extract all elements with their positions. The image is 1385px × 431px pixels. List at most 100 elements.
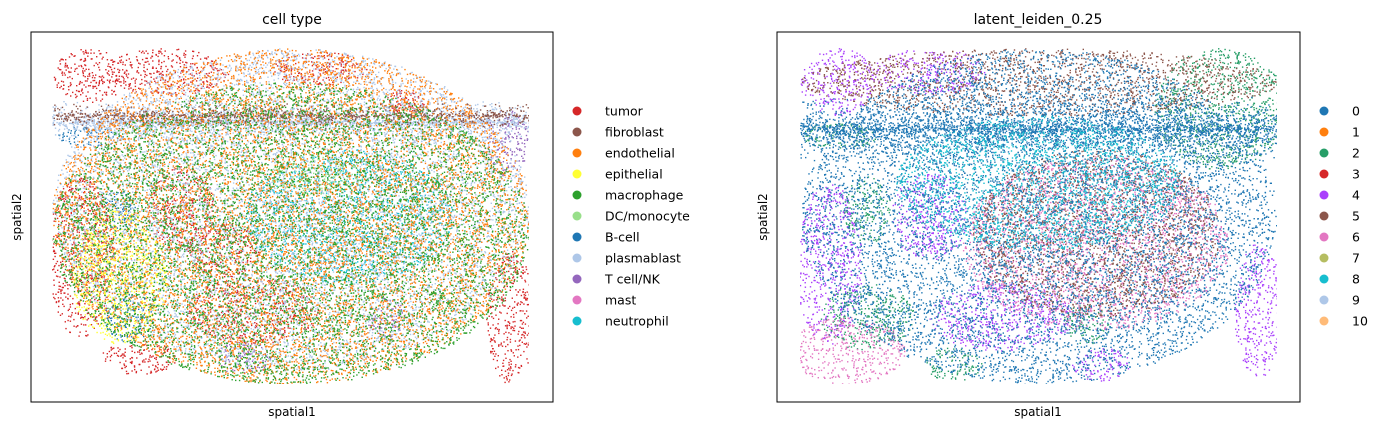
point-tumor [161,53,162,54]
point-tumor [203,200,204,201]
point-tumor [119,76,120,77]
point-tumor [176,188,177,189]
point-tumor [70,72,71,73]
point-tumor [183,78,184,79]
point-tumor [101,79,102,80]
point-tumor [192,58,193,59]
point-tumor [94,86,95,87]
point-tumor [65,224,66,225]
point-tumor [133,78,134,79]
point-tumor [69,259,70,260]
point-tumor [76,266,77,267]
point-tumor [121,56,122,57]
point-tumor [199,90,200,91]
point-tumor [158,232,159,233]
point-tumor [126,60,127,61]
point-tumor [88,213,89,214]
point-tumor [79,82,80,83]
point-tumor [98,50,99,51]
point-tumor [103,77,104,78]
point-tumor [179,57,180,58]
point-tumor [161,62,162,63]
point-tumor [331,56,332,57]
point-tumor [74,227,75,228]
point-tumor [93,320,94,321]
point-tumor [354,65,355,66]
point-tumor [167,69,168,70]
point-tumor [151,56,152,57]
point-tumor [90,85,91,86]
point-tumor [81,324,82,325]
point-tumor [54,266,55,267]
point-tumor [61,81,62,82]
point-tumor [302,57,303,58]
point-tumor [60,289,61,290]
point-tumor [196,182,197,183]
point-tumor [54,253,55,254]
point-tumor [125,64,126,65]
point-tumor [91,278,92,279]
point-tumor [151,197,152,198]
point-tumor [193,55,194,56]
point-tumor [76,90,77,91]
point-tumor [89,198,90,199]
point-tumor [273,283,274,284]
point-tumor [82,70,83,71]
point-tumor [128,84,129,85]
point-tumor [75,313,76,314]
point-tumor [328,77,329,78]
point-tumor [177,56,178,57]
point-tumor [168,58,169,59]
point-tumor [80,178,81,179]
point-tumor [160,218,161,219]
point-tumor [60,315,61,316]
point-tumor [55,78,56,79]
point-tumor [196,80,197,81]
point-tumor [106,226,107,227]
point-tumor [86,69,87,70]
point-tumor [102,58,103,59]
point-tumor [57,87,58,88]
point-tumor [87,91,88,92]
point-tumor [79,232,80,233]
point-tumor [67,77,68,78]
point-tumor [55,294,56,295]
point-tumor [123,78,124,79]
point-tumor [181,242,182,243]
point-tumor [184,53,185,54]
point-tumor [218,70,219,71]
point-tumor [109,248,110,249]
point-tumor [198,52,199,53]
point-tumor [190,210,191,211]
point-tumor [158,61,159,62]
point-tumor [64,66,65,67]
point-tumor [59,276,60,277]
point-tumor [70,82,71,83]
point-tumor [191,215,192,216]
point-tumor [337,77,338,78]
point-tumor [60,69,61,70]
point-tumor [72,298,73,299]
point-tumor [72,78,73,79]
point-tumor [65,328,66,329]
point-tumor [99,82,100,83]
point-tumor [139,63,140,64]
point-tumor [138,72,139,73]
point-tumor [317,78,318,79]
point-tumor [125,84,126,85]
point-tumor [68,260,69,261]
point-tumor [108,63,109,64]
point-tumor [140,75,141,76]
point-tumor [107,73,108,74]
point-tumor [108,87,109,88]
point-tumor [69,56,70,57]
point-tumor [104,270,105,271]
point-tumor [142,59,143,60]
point-tumor [120,81,121,82]
point-tumor [328,59,329,60]
point-tumor [97,262,98,263]
point-tumor [181,173,182,174]
point-tumor [128,88,129,89]
point-tumor [81,59,82,60]
point-tumor [144,84,145,85]
